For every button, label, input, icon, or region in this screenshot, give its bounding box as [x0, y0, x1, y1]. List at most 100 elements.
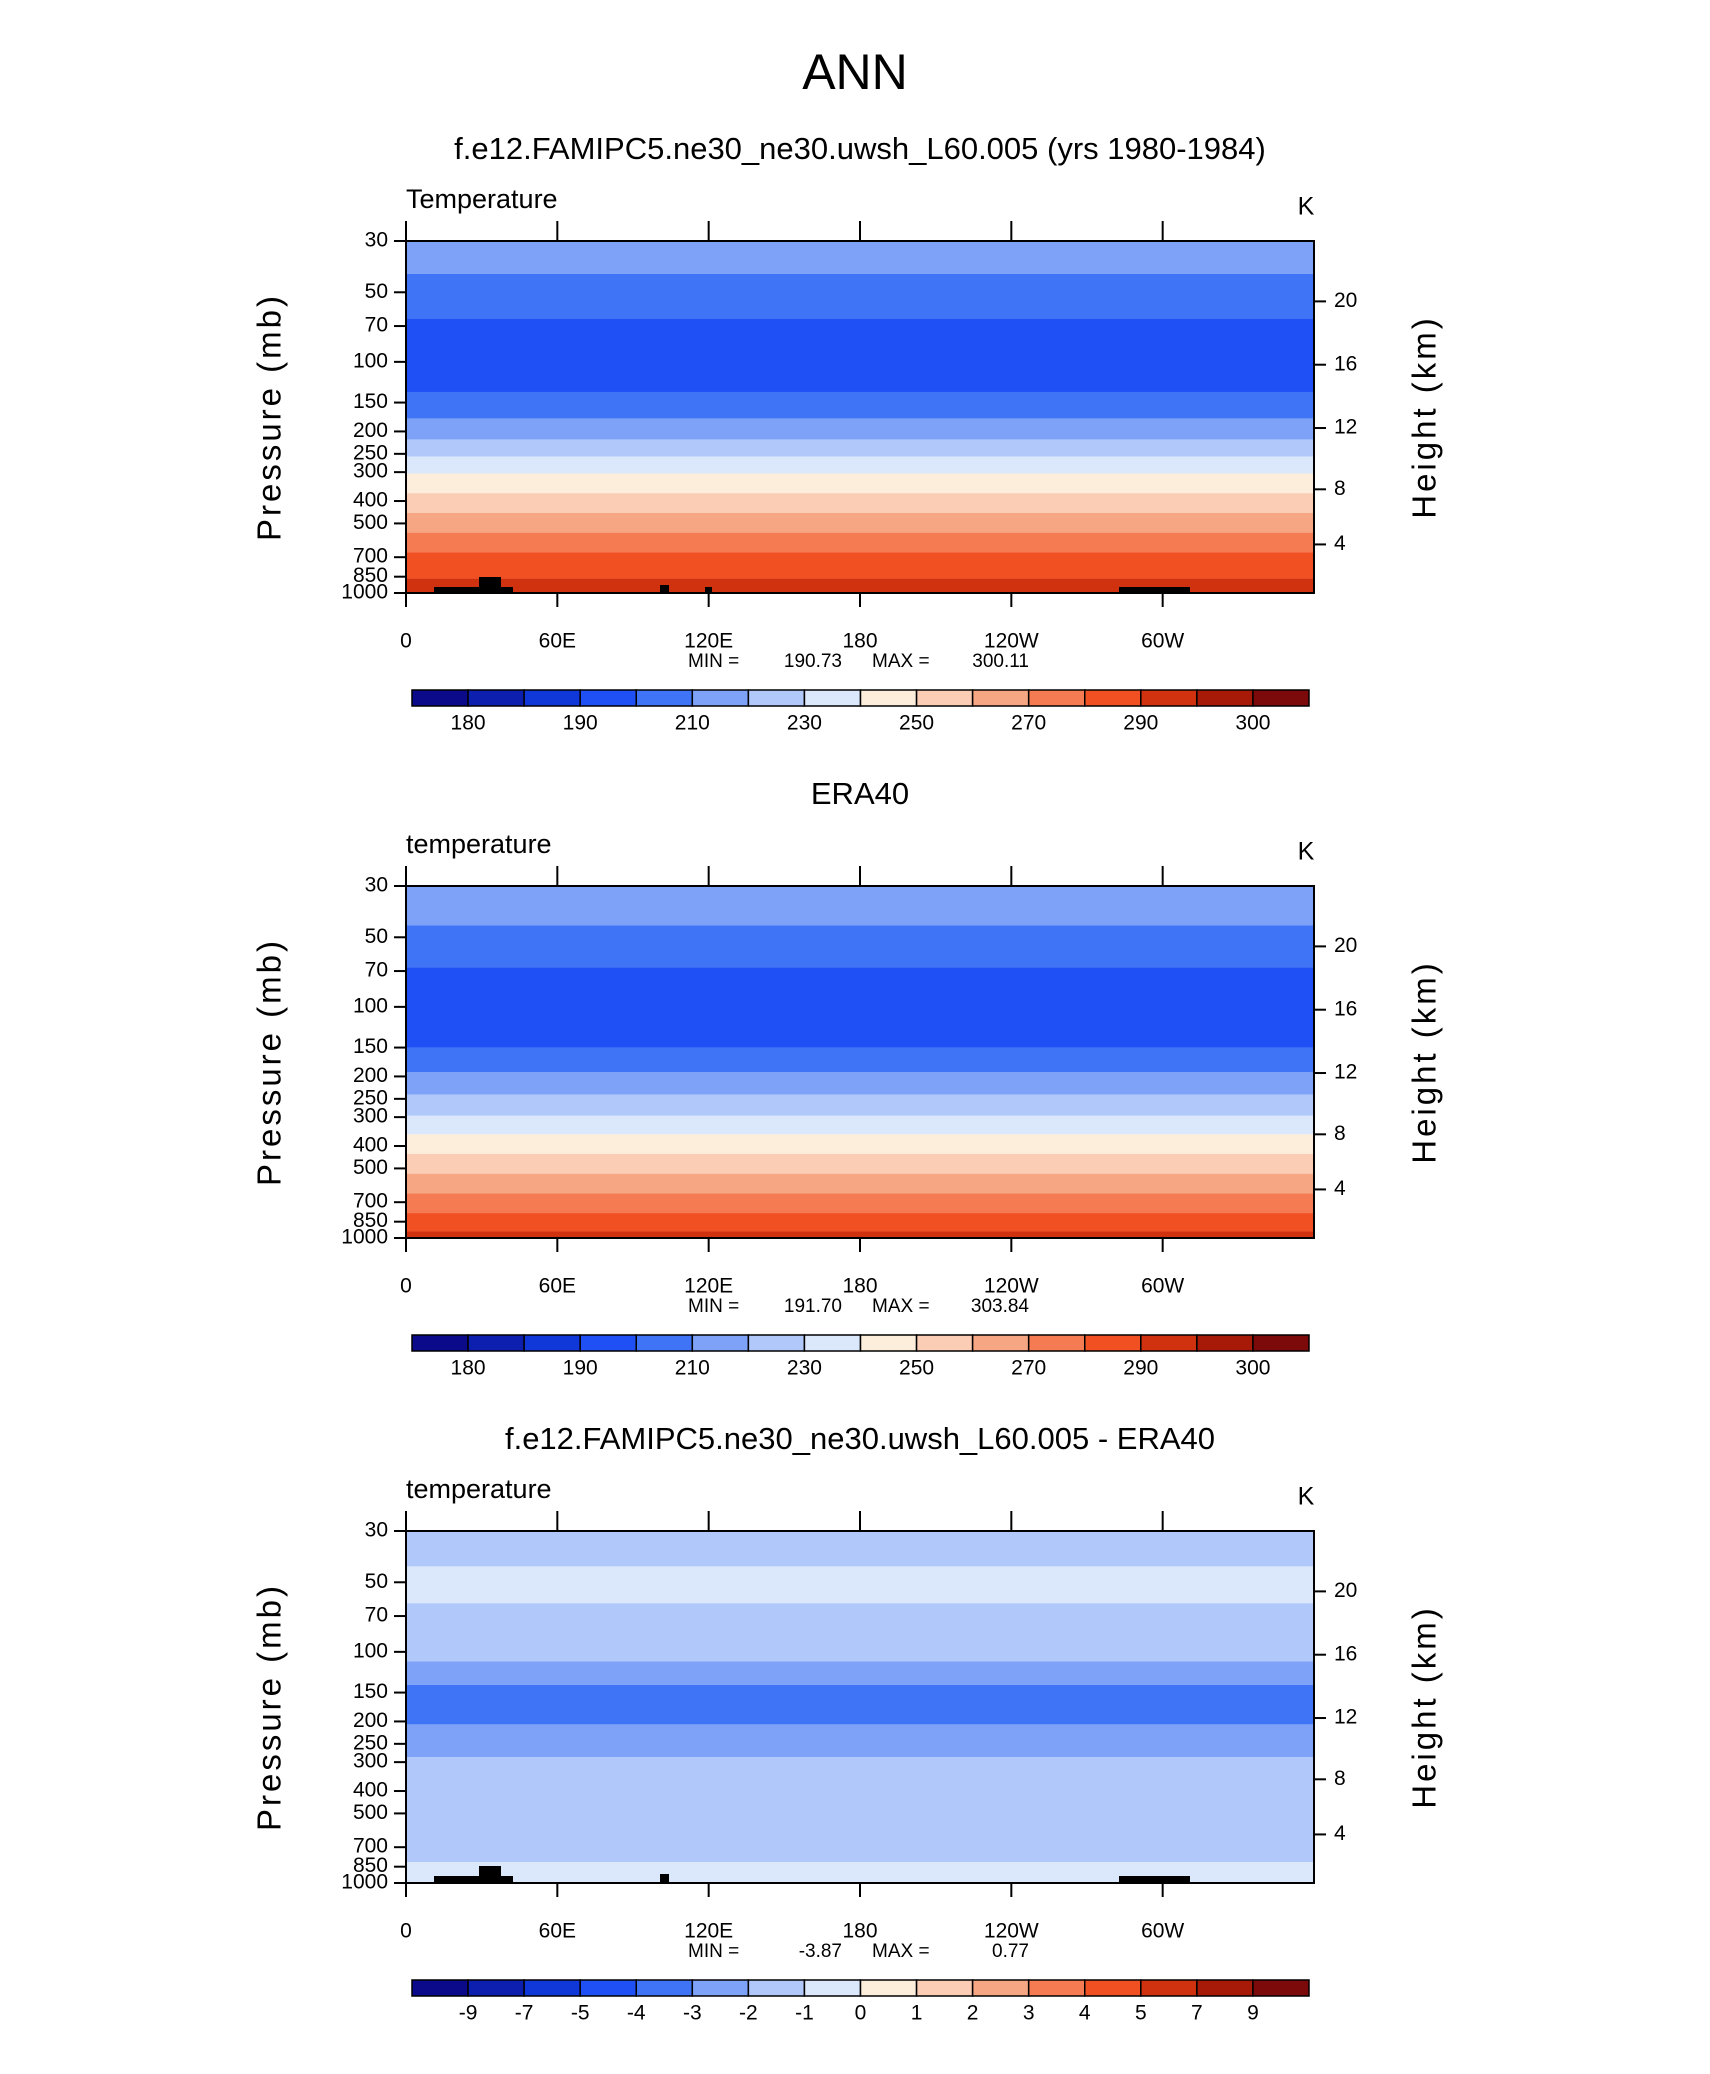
contour-band [406, 1213, 1314, 1232]
colorbar-box [1084, 1979, 1142, 1997]
y-tick-label: 700 [353, 1190, 388, 1213]
colorbar-box [579, 689, 637, 707]
colorbar-label: -4 [627, 2002, 646, 2025]
axes: f.e12.FAMIPC5.ne30_ne30.uwsh_L60.005 (yr… [251, 131, 1443, 2024]
y-tick-label: 500 [353, 1801, 388, 1824]
min-value: -3.87 [799, 1941, 842, 1962]
field-label: temperature [406, 829, 552, 859]
contour-band [406, 318, 1314, 392]
figure-title: ANN [802, 44, 908, 100]
contour-band [406, 552, 1314, 579]
terrain-block [479, 1866, 501, 1882]
y2-tick-label: 12 [1334, 1706, 1357, 1729]
y-tick-label: 250 [353, 1731, 388, 1754]
x-tick-label: 60E [539, 1920, 576, 1943]
colorbar-box [803, 1979, 862, 1997]
colorbar-box [1084, 1334, 1142, 1352]
contour-band [406, 1684, 1314, 1725]
y-tick-label: 400 [353, 1779, 388, 1802]
x-tick-label: 120E [684, 1920, 733, 1943]
field-label: Temperature [406, 184, 558, 214]
field-label: temperature [406, 1474, 552, 1504]
x-tick-label: 180 [842, 630, 877, 653]
colorbar-label: 300 [1235, 1357, 1270, 1380]
colorbar-box [523, 1334, 581, 1352]
colorbar-box [915, 689, 974, 707]
y-tick-label: 700 [353, 1835, 388, 1858]
panel [406, 241, 1314, 593]
max-label: MAX = [872, 1296, 930, 1317]
x-tick-label: 120W [984, 630, 1039, 653]
max-value: 300.11 [972, 651, 1029, 672]
colorbar-box [579, 1979, 637, 1997]
colorbar-label: 4 [1079, 2002, 1091, 2025]
y-axis-label: Pressure (mb) [251, 293, 288, 541]
colorbar-box [579, 1334, 637, 1352]
y-tick-label: 1000 [341, 581, 388, 604]
contour-band [406, 418, 1314, 440]
y2-tick-label: 16 [1334, 1642, 1357, 1665]
y2-tick-label: 20 [1334, 289, 1357, 312]
y-tick-label: 700 [353, 545, 388, 568]
contour-band [406, 1862, 1314, 1883]
colorbar-label: 180 [451, 1357, 486, 1380]
colorbar-box [1084, 689, 1142, 707]
y-tick-label: 300 [353, 1105, 388, 1128]
colorbar-box [523, 1979, 581, 1997]
y-axis-label: Pressure (mb) [251, 938, 288, 1186]
contour-band [406, 1756, 1314, 1863]
contour-band [406, 1661, 1314, 1685]
contour-band [406, 493, 1314, 513]
contour-band [406, 1603, 1314, 1662]
y-tick-label: 1000 [341, 1871, 388, 1894]
y2-axis-label: Height (km) [1406, 960, 1443, 1164]
y-tick-label: 50 [365, 925, 388, 948]
colorbar-box [635, 1979, 694, 1997]
colorbar-label: 190 [563, 712, 598, 735]
colorbar-box [1027, 1979, 1086, 1997]
y2-tick-label: 8 [1334, 1122, 1346, 1145]
y-tick-label: 150 [353, 1035, 388, 1058]
units-label: K [1298, 838, 1315, 866]
colorbar-box [915, 1334, 974, 1352]
contour-band [406, 512, 1314, 533]
max-value: 0.77 [992, 1941, 1029, 1962]
y-tick-label: 200 [353, 419, 388, 442]
colorbar-box [635, 689, 694, 707]
panel [406, 1531, 1314, 1883]
y2-axis-label: Height (km) [1406, 1605, 1443, 1809]
colorbar-box [523, 689, 581, 707]
y2-tick-label: 20 [1334, 934, 1357, 957]
colorbar-box [747, 1334, 806, 1352]
contour-band [406, 1231, 1314, 1238]
contour-band [406, 1115, 1314, 1135]
panel-title: f.e12.FAMIPC5.ne30_ne30.uwsh_L60.005 - E… [505, 1421, 1215, 1456]
x-tick-label: 60W [1141, 1275, 1184, 1298]
colorbar-box [411, 689, 469, 707]
y-tick-label: 30 [365, 229, 388, 252]
terrain-block [434, 587, 513, 593]
contour-band [406, 578, 1314, 593]
x-tick-label: 180 [842, 1275, 877, 1298]
x-tick-label: 0 [400, 1275, 412, 1298]
colorbar-box [1196, 1334, 1254, 1352]
x-tick-label: 0 [400, 630, 412, 653]
colorbar-box [1140, 689, 1198, 707]
x-tick-label: 60W [1141, 630, 1184, 653]
colorbar-box [803, 689, 862, 707]
colorbar-box [411, 1979, 469, 1997]
colorbar-box [691, 1334, 750, 1352]
terrain-block [1119, 587, 1190, 593]
colorbar-box [859, 689, 918, 707]
max-label: MAX = [872, 1941, 930, 1962]
contour-band [406, 886, 1314, 926]
colorbar-label: -3 [683, 2002, 702, 2025]
x-tick-label: 120E [684, 630, 733, 653]
colorbar-label: -7 [515, 2002, 534, 2025]
y-tick-label: 150 [353, 390, 388, 413]
colorbar-label: -1 [795, 2002, 814, 2025]
colorbar-label: 3 [1023, 2002, 1035, 2025]
y-tick-label: 500 [353, 1156, 388, 1179]
y2-tick-label: 16 [1334, 997, 1357, 1020]
colorbar-box [1196, 1979, 1254, 1997]
